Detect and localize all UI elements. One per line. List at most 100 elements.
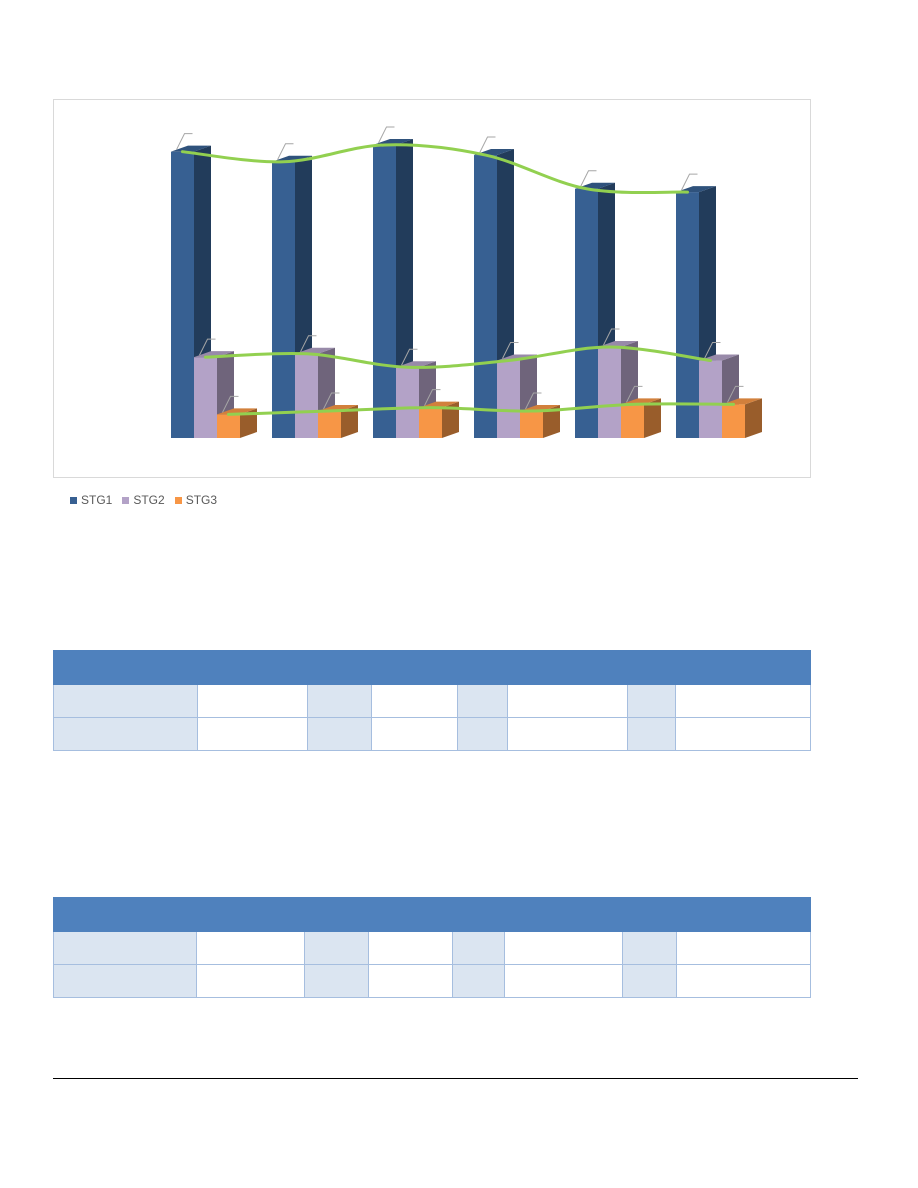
table-cell: [675, 717, 811, 751]
bar-front-stg3-4: [520, 411, 543, 438]
table-cell: [368, 931, 453, 965]
table-row: [53, 717, 811, 751]
table-cell: [304, 931, 369, 965]
data-label-leader-stg2-5: [603, 328, 620, 346]
table-row: [53, 684, 811, 718]
legend-label-stg1: STG1: [81, 493, 113, 507]
bar-front-stg2-5: [598, 347, 621, 438]
table-header-row: [53, 897, 811, 932]
bar-front-stg2-2: [295, 353, 318, 438]
bar-top-stg2-4: [497, 354, 537, 361]
chart-legend: STG1 STG2 STG3: [70, 492, 217, 508]
table-cell: [622, 964, 677, 998]
bar-top-stg3-4: [520, 405, 560, 412]
data-table-2: [53, 897, 811, 998]
table-cell: [53, 964, 197, 998]
data-label-leader-stg3-1: [222, 395, 239, 413]
data-label-leader-stg1-2: [277, 143, 294, 161]
data-label-leader-stg3-2: [323, 392, 340, 410]
data-label-leader-stg2-4: [502, 342, 519, 359]
legend-label-stg2: STG2: [133, 493, 165, 507]
bar-front-stg2-4: [497, 360, 520, 438]
bar-front-stg1-4: [474, 155, 497, 439]
bar-top-stg2-1: [194, 351, 234, 358]
table-cell: [507, 684, 628, 718]
table-cell: [307, 717, 372, 751]
data-label-leader-stg2-3: [401, 348, 418, 366]
table-cell: [197, 717, 308, 751]
data-label-leader-stg3-6: [727, 385, 744, 403]
table-header-row: [53, 650, 811, 685]
table-cell: [371, 717, 458, 751]
data-label-leader-stg2-1: [199, 338, 216, 356]
data-label-leader-stg1-4: [479, 136, 496, 154]
table-cell: [627, 717, 676, 751]
table-header-cell: [53, 897, 811, 932]
table-cell: [304, 964, 369, 998]
bar-side-stg3-3: [442, 401, 459, 438]
bar-top-stg3-2: [318, 405, 358, 412]
data-label-leader-stg1-5: [580, 170, 597, 187]
table-cell: [676, 931, 811, 965]
bar-top-stg1-2: [272, 155, 312, 162]
table-cell: [452, 964, 505, 998]
bar-front-stg3-3: [419, 407, 442, 438]
table-cell: [622, 931, 677, 965]
table-header-cell: [53, 650, 811, 685]
table-cell: [196, 931, 305, 965]
bar-front-stg3-1: [217, 414, 240, 438]
bar-top-stg3-1: [217, 408, 257, 415]
table-cell: [53, 717, 198, 751]
table-row: [53, 931, 811, 965]
table-cell: [676, 964, 811, 998]
bar-front-stg3-2: [318, 411, 341, 438]
bar-front-stg1-5: [575, 188, 598, 438]
table-cell: [452, 931, 505, 965]
data-label-leader-stg2-2: [300, 335, 317, 353]
trendline-stg1: [181, 143, 689, 195]
table-cell: [197, 684, 308, 718]
table-cell: [504, 964, 623, 998]
bar-top-stg1-3: [373, 138, 413, 145]
legend-item-stg2: STG2: [122, 493, 165, 507]
table-cell: [507, 717, 628, 751]
bar-front-stg3-5: [621, 404, 644, 438]
bar-front-stg1-3: [373, 144, 396, 438]
table-cell: [196, 964, 305, 998]
data-table-1: [53, 650, 811, 751]
bar-top-stg3-3: [419, 401, 459, 408]
bar-front-stg1-2: [272, 161, 295, 438]
bar-top-stg1-1: [171, 145, 211, 152]
legend-item-stg1: STG1: [70, 493, 112, 507]
bar-side-stg3-1: [240, 408, 257, 438]
data-label-leader-stg3-3: [424, 389, 441, 406]
legend-swatch-stg2: [122, 496, 130, 504]
legend-item-stg3: STG3: [174, 493, 217, 507]
bar-side-stg3-6: [745, 398, 762, 438]
data-label-leader-stg1-3: [378, 126, 395, 144]
bar-top-stg2-5: [598, 341, 638, 348]
stage-column-chart: [171, 126, 762, 439]
bar-front-stg3-6: [722, 404, 745, 438]
data-label-leader-stg3-5: [626, 385, 643, 403]
bar-front-stg2-3: [396, 367, 419, 438]
table-cell: [627, 684, 676, 718]
bar-side-stg3-5: [644, 398, 661, 438]
trendline-stg3: [227, 402, 735, 416]
data-label-leader-stg3-4: [525, 392, 542, 410]
bar-front-stg1-6: [676, 192, 699, 438]
table-cell: [371, 684, 458, 718]
table-cell: [368, 964, 453, 998]
legend-swatch-stg1: [70, 496, 77, 504]
table-cell: [675, 684, 811, 718]
table-cell: [53, 931, 197, 965]
table-cell: [457, 717, 508, 751]
bar-front-stg2-1: [194, 357, 217, 438]
bar-front-stg1-1: [171, 151, 194, 438]
data-label-leader-stg1-1: [176, 133, 193, 150]
table-cell: [457, 684, 508, 718]
data-label-leader-stg1-6: [681, 173, 698, 191]
bar-front-stg2-6: [699, 360, 722, 438]
bar-side-stg3-2: [341, 405, 358, 438]
table-cell: [504, 931, 623, 965]
